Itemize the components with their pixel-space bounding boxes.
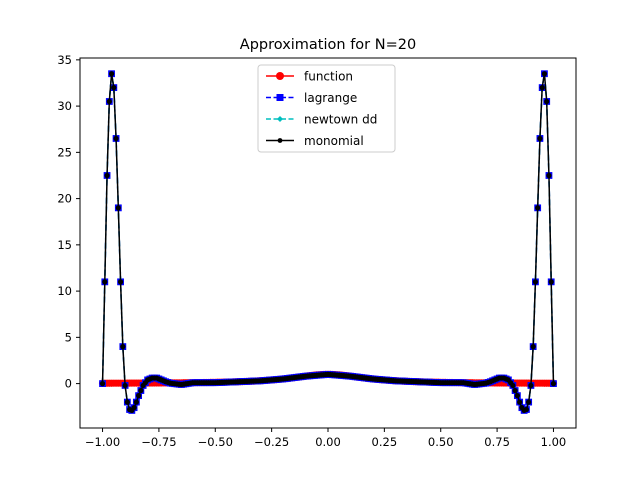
x-tick-label: 0.25 [372,435,398,449]
monomial-point [541,71,548,77]
plot-area [98,70,558,414]
legend-marker [276,94,284,101]
x-tick-label: 0.75 [484,435,510,449]
legend-marker [277,116,283,122]
y-tick-label: 5 [65,330,72,344]
monomial-point [546,172,552,179]
monomial-point [108,71,115,77]
monomial-point [120,344,126,350]
monomial-point [537,135,543,142]
monomial-point [528,382,534,389]
monomial-point [133,399,139,405]
x-tick-label: 0.50 [428,435,454,449]
y-tick-label: 25 [57,145,72,159]
legend-box [257,64,396,153]
y-tick-label: 0 [65,377,72,391]
x-axis: −1.00 −0.75 −0.50 −0.25 0.00 0.25 0.50 0.75 1.00 [85,428,566,449]
monomial-point [550,381,557,387]
monomial-point [113,135,119,142]
y-tick-label: 20 [57,192,72,206]
monomial-point [535,205,541,211]
monomial-point [526,399,532,405]
x-tick-label: 0.00 [315,435,341,449]
legend-label: lagrange [304,91,357,105]
monomial-point [514,393,520,399]
monomial-point [517,399,523,405]
monomial-point [544,98,550,105]
monomial-point [124,399,130,405]
legend-marker [277,138,283,143]
monomial-point [111,85,117,91]
y-tick-label: 10 [57,284,72,298]
legend-label: monomial [304,134,364,148]
x-tick-label: −0.75 [141,435,176,449]
monomial-point [122,382,128,389]
monomial-point [532,279,539,285]
monomial-point [131,405,137,411]
chart-title: Approximation for N=20 [240,37,416,53]
y-tick-label: 30 [57,99,72,113]
monomial-point [530,344,536,350]
legend-label: function [304,70,353,84]
x-tick-label: −0.25 [254,435,289,449]
legend-marker [276,72,284,80]
monomial-point [138,387,144,394]
monomial-point [115,205,121,211]
y-axis: 0 5 10 15 20 25 30 35 [57,53,80,391]
monomial-point [117,279,124,285]
monomial-point [512,387,518,394]
monomial-point [523,406,530,413]
monomial-point [510,382,516,389]
x-tick-label: −1.00 [85,435,120,449]
monomial-point [99,381,106,387]
monomial-point [548,279,554,285]
monomial-point [539,85,545,91]
monomial-point [136,393,142,399]
y-tick-label: 15 [57,238,72,252]
legend: function lagrange newtown dd monomial [257,64,396,153]
y-tick-label: 35 [57,53,72,67]
monomial-point [102,279,108,285]
legend-label: newtown dd [304,113,377,127]
series-monomial [99,71,557,414]
x-tick-label: 1.00 [541,435,567,449]
monomial-point [106,98,112,105]
monomial-point [104,172,110,179]
x-tick-label: −0.50 [198,435,233,449]
